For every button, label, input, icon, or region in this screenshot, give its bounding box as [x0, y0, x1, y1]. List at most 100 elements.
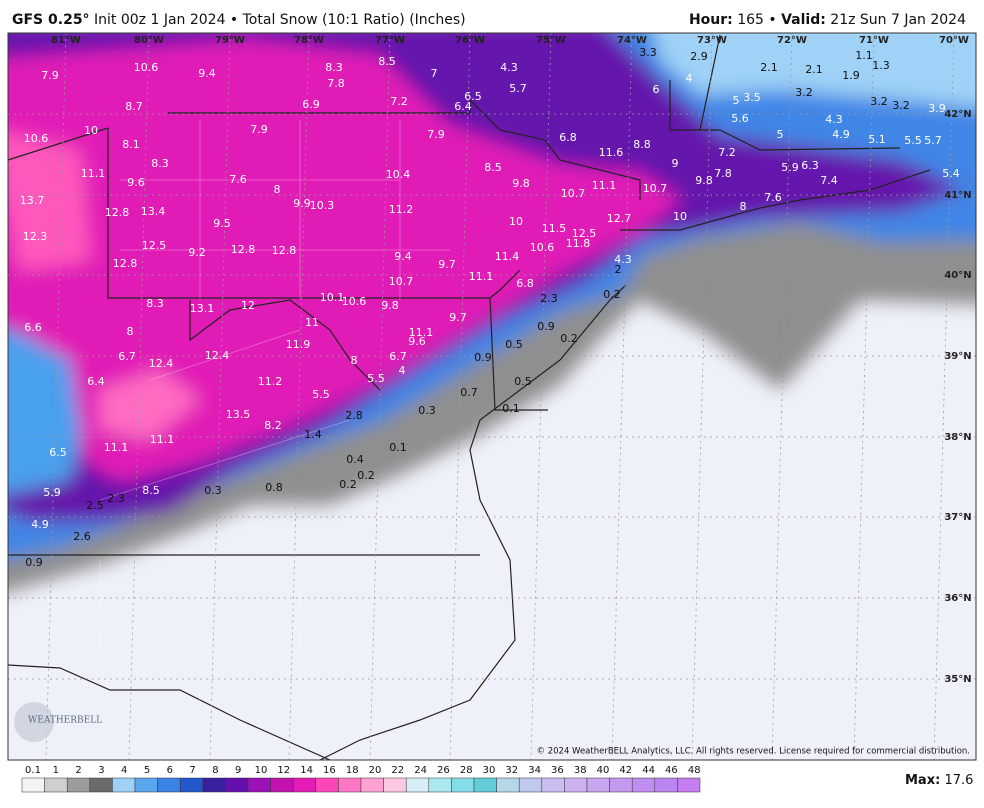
- lat-label: 38°N: [944, 432, 971, 443]
- snow-value: 11.4: [495, 250, 520, 263]
- lat-label: 37°N: [944, 512, 971, 523]
- lon-label: 71°W: [859, 35, 889, 46]
- legend: 0.1 1 2 3 4 5 6 7 8 9 10 12 14 16 18 20 22 24 26 28 30 32 34 36…: [21, 765, 701, 793]
- max: Max: 17.6: [905, 773, 973, 788]
- snow-value: 6.7: [118, 350, 136, 363]
- legend-swatch: [134, 777, 158, 793]
- borders: [8, 34, 931, 760]
- meridian: [853, 33, 875, 760]
- legend-swatch: [89, 777, 113, 793]
- snow-value: 0.7: [460, 386, 478, 399]
- snow-value: 11.2: [389, 203, 414, 216]
- snow-value: 7.6: [764, 191, 782, 204]
- valid: 21z Sun 7 Jan 2024: [830, 12, 966, 28]
- snow-value: 6.3: [801, 159, 819, 172]
- legend-label: 2: [75, 765, 81, 776]
- snow-value: 7.9: [41, 69, 59, 82]
- snow-value: 2.6: [73, 530, 91, 543]
- snow-value: 1.1: [855, 49, 873, 62]
- snow-value: 5: [733, 94, 740, 107]
- legend-swatch: [270, 777, 294, 793]
- snow-value: 3.2: [870, 95, 888, 108]
- legend-swatch: [202, 777, 226, 793]
- legend-swatch: [360, 777, 384, 793]
- snow-value: 5.9: [43, 486, 61, 499]
- meridian: [288, 33, 310, 760]
- snow-value: 9.2: [188, 246, 206, 259]
- snow-value: 13.4: [141, 205, 166, 218]
- snow-value: 5.5: [367, 372, 385, 385]
- legend-label: 22: [391, 765, 404, 776]
- model: GFS 0.25°: [12, 12, 90, 28]
- lat-label: 41°N: [944, 190, 971, 201]
- snow-value: 3.2: [892, 99, 910, 112]
- legend-swatch: [496, 777, 520, 793]
- snow-value: 11.6: [599, 146, 624, 159]
- snow-value: 2.9: [690, 50, 708, 63]
- snow-value: 11.1: [409, 326, 434, 339]
- snow-value: 13.1: [190, 302, 215, 315]
- legend-swatch: [451, 777, 475, 793]
- snow-value: 13.7: [20, 194, 45, 207]
- snow-value: 7.2: [390, 95, 408, 108]
- snow-value: 7: [431, 67, 438, 80]
- snow-value: 2: [615, 263, 622, 276]
- snow-value: 10: [84, 124, 98, 137]
- lon-label: 77°W: [375, 35, 405, 46]
- legend-label: 42: [619, 765, 632, 776]
- legend-swatch: [66, 777, 91, 793]
- legend-label: 30: [483, 765, 496, 776]
- meridian: [449, 33, 471, 760]
- snow-value: 12.4: [205, 349, 230, 362]
- snow-value: 5.4: [942, 167, 960, 180]
- legend-swatch: [428, 777, 452, 793]
- snow-value: 7.8: [714, 167, 732, 180]
- legend-label: 32: [505, 765, 518, 776]
- snow-value: 8.8: [633, 138, 651, 151]
- snow-value: 8: [351, 354, 358, 367]
- snow-value: 0.3: [204, 484, 222, 497]
- snow-value: 12.5: [572, 227, 597, 240]
- snow-value: 6.4: [87, 375, 105, 388]
- legend-swatch: [157, 777, 181, 793]
- snow-value: 10.6: [530, 241, 555, 254]
- snow-value: 10.1: [320, 291, 345, 304]
- snow-value: 10: [509, 215, 523, 228]
- snow-value: 9.4: [394, 250, 412, 263]
- snow-value: 1.4: [304, 428, 322, 441]
- legend-swatch: [518, 777, 543, 793]
- meridian: [771, 33, 793, 760]
- snow-value: 3.2: [795, 86, 813, 99]
- lon-label: 75°W: [536, 35, 566, 46]
- snow-value: 12.8: [105, 206, 130, 219]
- snow-value: 6.5: [464, 90, 482, 103]
- snow-value: 9.8: [512, 177, 530, 190]
- snow-value: 4: [399, 364, 406, 377]
- snow-value: 11.1: [592, 179, 617, 192]
- snow-value: 4.9: [31, 518, 49, 531]
- snow-value: 0.2: [339, 478, 357, 491]
- snow-value: 0.2: [357, 469, 375, 482]
- snow-value: 5.7: [509, 82, 527, 95]
- snow-value: 8.5: [142, 484, 160, 497]
- snow-value: 8.5: [378, 55, 396, 68]
- lat-label: 40°N: [944, 270, 971, 281]
- meridian: [209, 33, 231, 760]
- legend-swatch: [383, 777, 407, 793]
- snow-value: 1.9: [842, 69, 860, 82]
- header-right: Hour: 165 • Valid: 21z Sun 7 Jan 2024: [689, 12, 966, 28]
- snow-value: 9.5: [213, 217, 231, 230]
- snow-value: 12: [241, 299, 255, 312]
- legend-label: 5: [144, 765, 150, 776]
- snow-value: 9.6: [127, 176, 145, 189]
- legend-label: 7: [189, 765, 195, 776]
- snow-value: 12.5: [142, 239, 167, 252]
- snow-value: 10.6: [342, 295, 367, 308]
- legend-swatch: [179, 777, 204, 793]
- snow-value: 0.1: [389, 441, 407, 454]
- legend-label: 9: [235, 765, 241, 776]
- snow-value: 9: [672, 157, 679, 170]
- snow-value: 5.6: [731, 112, 749, 125]
- snow-value: 6.6: [24, 321, 42, 334]
- lat-label: 36°N: [944, 593, 971, 604]
